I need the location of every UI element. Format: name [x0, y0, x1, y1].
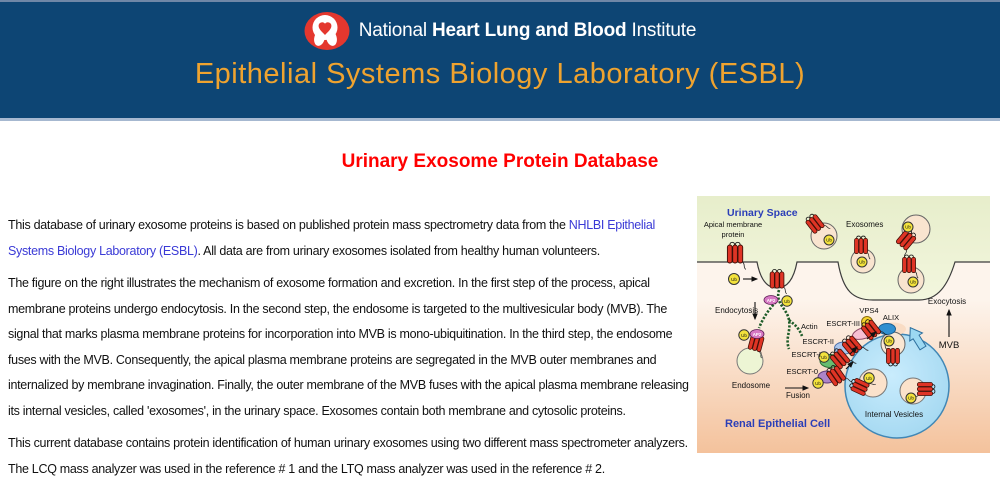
svg-text:Ub: Ub [821, 355, 827, 360]
vps4-label: VPS4 [859, 306, 878, 315]
apical-protein-label-line1: Apical membrane [704, 220, 762, 229]
svg-text:Ub: Ub [859, 260, 865, 265]
paragraph-mechanism: The figure on the right illustrates the … [8, 276, 689, 418]
paragraph1-text-before: This database of urinary exosome protein… [8, 218, 569, 232]
svg-text:Ub: Ub [826, 238, 832, 243]
renal-epithelial-cell-label: Renal Epithelial Cell [725, 418, 830, 430]
ap2-adaptor [763, 295, 779, 305]
escrt-step-arrow [845, 361, 854, 370]
apical-protein-label-line2: protein [722, 230, 745, 239]
escrt2-label: ESCRT-II [802, 337, 834, 346]
svg-text:Ub: Ub [784, 299, 790, 304]
fusion-label: Fusion [786, 391, 810, 400]
exosome-diagram: AP2 AP2 Ub Ub Ub Ub Ub Ub Ub Ub Ub Ub Ub… [697, 196, 990, 453]
header-band: National Heart Lung and Blood Institute … [0, 0, 1000, 121]
endosome-label: Endosome [732, 381, 771, 390]
esbl-link[interactable]: NHLBI Epithelial Systems Biology Laborat… [8, 218, 655, 258]
actin-label: Actin [801, 322, 818, 331]
escrt3-label: ESCRT-III [826, 319, 860, 328]
nhlbi-heart-lungs-logo-icon [304, 12, 350, 50]
escrt-step-arrow [866, 331, 877, 340]
intro-text-column: This database of urinary exosome protein… [8, 213, 692, 489]
exosome-mechanism-figure: AP2 AP2 Ub Ub Ub Ub Ub Ub Ub Ub Ub Ub Ub… [697, 196, 990, 453]
escrt0-label: ESCRT-0 [786, 367, 818, 376]
institute-name-prefix: National [358, 20, 432, 41]
exosomes-label: Exosomes [846, 220, 883, 229]
ap2-label: AP2 [767, 298, 776, 303]
ap2-label: AP2 [753, 332, 762, 337]
urinary-space-label: Urinary Space [727, 207, 798, 219]
page-title: Urinary Exosome Protein Database [341, 151, 659, 172]
ap2-adaptor [749, 329, 765, 339]
apical-membrane-line [697, 261, 990, 301]
endocytosis-label: Endocytosis [715, 306, 758, 315]
internal-vesicles-label: Internal Vesicles [865, 410, 923, 419]
actin-filament [757, 289, 804, 350]
exocytosis-label: Exocytosis [928, 297, 966, 306]
escrt1-label: ESCRT-I [792, 350, 821, 359]
escrt-step-arrow [849, 346, 858, 355]
paragraph-database-intro: This database of urinary exosome protein… [8, 213, 692, 264]
svg-text:Ub: Ub [731, 277, 737, 282]
svg-text:Ub: Ub [741, 333, 747, 338]
paragraph1-text-after: . All data are from urinary exosomes iso… [197, 243, 601, 258]
mvb-label: MVB [939, 340, 960, 351]
svg-text:Ub: Ub [886, 339, 892, 344]
svg-text:Ub: Ub [815, 381, 821, 386]
paragraph-analyzers: This current database contains protein i… [8, 436, 688, 476]
svg-text:Ub: Ub [905, 225, 911, 230]
svg-text:Ub: Ub [908, 396, 914, 401]
lab-title: Epithelial Systems Biology Laboratory (E… [194, 58, 806, 90]
institute-logo-row: National Heart Lung and Blood Institute [0, 2, 1000, 51]
svg-text:Ub: Ub [910, 280, 916, 285]
ubiquitin-tags: Ub Ub Ub Ub Ub Ub Ub Ub Ub Ub Ub Ub [728, 221, 919, 404]
mvb-fusion-arrow [909, 326, 927, 351]
institute-name: National Heart Lung and Blood Institute [358, 20, 697, 42]
institute-name-suffix: Institute [626, 20, 697, 41]
alix-label: ALIX [883, 313, 899, 322]
institute-name-bold: Heart Lung and Blood [431, 20, 627, 41]
alix-protein [878, 323, 896, 335]
svg-text:Ub: Ub [866, 376, 872, 381]
